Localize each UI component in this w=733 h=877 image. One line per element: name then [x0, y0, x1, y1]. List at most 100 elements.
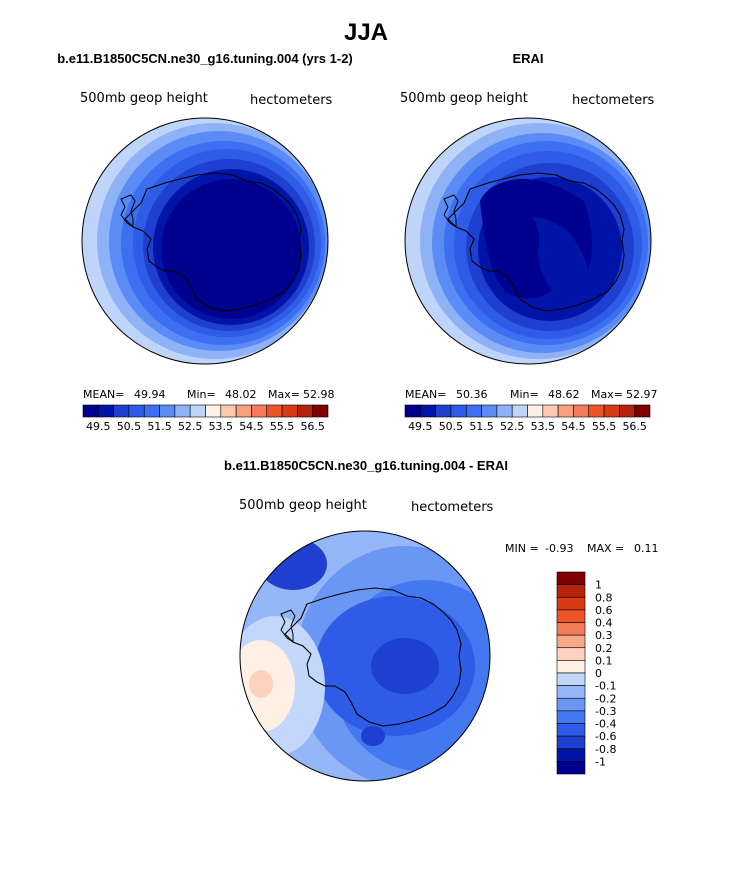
panel-erai-map: [405, 118, 651, 364]
panel-diff-colorbar-box: [556, 672, 586, 686]
panel-model-stats: MEAN= 49.94 Min= 48.02 Max= 52.98: [83, 388, 335, 401]
panel-model-colorbar-box: [251, 404, 268, 418]
panel-diff-min-label: MIN =: [505, 542, 539, 555]
panel-diff-colorbar-tick-label: 1: [595, 579, 602, 592]
panel-diff-colorbar-tick-label: 0.4: [595, 617, 613, 630]
panel-erai-colorbar-box: [588, 404, 605, 418]
panel-model-colorbar-box: [235, 404, 252, 418]
panel-diff-colorbar-box: [556, 584, 586, 598]
panel-erai-colorbar-box: [634, 404, 651, 418]
panel-diff-max-label: MAX =: [587, 542, 624, 555]
panel-model-colorbar: 49.5 50.5 51.5 52.5 53.5 54.5 55.5 56.5: [82, 404, 329, 433]
panel-erai-colorbar-tick-label: 53.5: [531, 420, 556, 433]
contour-band: [249, 670, 273, 698]
panel-model-colorbar-box: [297, 404, 313, 418]
panel-model-colorbar-tick-label: 49.5: [86, 420, 111, 433]
panel-model-colorbar-tick-label: 50.5: [117, 420, 142, 433]
panel-erai: ERAI 500mb geop height hectometers MEAN=…: [400, 51, 658, 433]
panel-model-colorbar-box: [220, 404, 237, 418]
panel-diff-colorbar-box: [556, 735, 586, 750]
panel-diff-colorbar-box: [556, 697, 586, 712]
panel-diff-colorbar-tick-label: -0.2: [595, 692, 616, 705]
panel-model-colorbar-box: [82, 404, 99, 418]
panel-erai-colorbar-tick-label: 55.5: [592, 420, 617, 433]
panel-diff-colorbar-tick-label: 0: [595, 667, 602, 680]
panel-erai-colorbar-box: [465, 404, 482, 418]
panel-model-colorbar-box: [281, 404, 298, 418]
panel-model-field-label: 500mb geop height: [80, 91, 208, 106]
panel-erai-colorbar-tick-label: 50.5: [439, 420, 464, 433]
panel-erai-colorbar-tick-label: 51.5: [469, 420, 494, 433]
panel-model-colorbar-tick-label: 56.5: [300, 420, 325, 433]
peninsula-coastline: [443, 194, 459, 228]
panel-diff-colorbar-tick-label: 0.8: [595, 591, 613, 604]
panel-model-map: [82, 118, 328, 364]
panel-erai-mean-value: 50.36: [456, 388, 488, 401]
panel-erai-colorbar-box: [481, 404, 498, 418]
panel-diff-colorbar-tick-label: -1: [595, 755, 606, 768]
panel-erai-colorbar-tick-label: 52.5: [500, 420, 525, 433]
panel-model-colorbar-box: [128, 404, 145, 418]
panel-diff-title: b.e11.B1850C5CN.ne30_g16.tuning.004 - ER…: [224, 458, 508, 473]
panel-erai-colorbar-box: [435, 404, 452, 418]
panel-erai-max-value: 52.97: [626, 388, 658, 401]
panel-erai-colorbar-tick-label: 54.5: [561, 420, 586, 433]
panel-diff-colorbar-box: [556, 596, 586, 611]
panel-diff-field-label: 500mb geop height: [239, 498, 367, 513]
panel-model-colorbar-box: [205, 404, 222, 418]
panel-erai-units: hectometers: [572, 93, 655, 108]
panel-diff-colorbar-box: [556, 571, 586, 585]
panel-model-colorbar-box: [113, 404, 130, 418]
panel-diff-colorbar-box: [556, 761, 586, 775]
panel-model-max-value: 52.98: [303, 388, 335, 401]
panel-diff-colorbar-tick-label: 0.1: [595, 654, 613, 667]
panel-diff-min-value: -0.93: [545, 542, 573, 555]
panel-erai-field-label: 500mb geop height: [400, 91, 528, 106]
panel-erai-colorbar-box: [496, 404, 513, 418]
panel-diff-colorbar-tick-label: -0.4: [595, 718, 616, 731]
panel-diff-colorbar-box: [556, 609, 586, 623]
panel-diff-stats: MIN = -0.93 MAX = 0.11: [505, 542, 659, 555]
panel-diff-colorbar-tick-label: 0.3: [595, 629, 613, 642]
panel-model-colorbar-box: [143, 404, 160, 418]
panel-erai-colorbar-box: [619, 404, 635, 418]
panel-diff-colorbar-box: [556, 723, 586, 737]
panel-model: b.e11.B1850C5CN.ne30_g16.tuning.004 (yrs…: [57, 51, 353, 433]
panel-erai-colorbar-box: [527, 404, 544, 418]
antarctica-coastline: [124, 172, 302, 312]
panel-diff-colorbar-box: [556, 660, 586, 674]
panel-diff-colorbar-tick-label: -0.3: [595, 705, 616, 718]
antarctica-coastline: [284, 587, 462, 727]
panel-diff-max-value: 0.11: [634, 542, 659, 555]
panel-diff-colorbar-tick-label: -0.6: [595, 730, 616, 743]
panel-diff-colorbar: 10.80.60.40.30.20.10-0.1-0.2-0.3-0.4-0.6…: [556, 571, 616, 775]
panel-erai-colorbar-box: [573, 404, 590, 418]
panel-model-colorbar-tick-label: 54.5: [239, 420, 264, 433]
panel-diff-map-border: [239, 530, 491, 782]
panel-model-colorbar-box: [189, 404, 206, 418]
contour-band: [361, 726, 385, 746]
contour-band: [259, 538, 327, 590]
panel-erai-colorbar: 49.5 50.5 51.5 52.5 53.5 54.5 55.5 56.5: [404, 404, 651, 433]
panel-model-min-value: 48.02: [225, 388, 257, 401]
panel-model-colorbar-box: [159, 404, 176, 418]
figure-title: JJA: [344, 19, 388, 46]
panel-erai-title: ERAI: [512, 51, 543, 66]
panel-erai-colorbar-box: [511, 404, 528, 418]
panel-model-colorbar-tick-label: 55.5: [270, 420, 295, 433]
panel-diff-colorbar-box: [556, 685, 586, 699]
panel-model-colorbar-box: [312, 404, 329, 418]
panel-erai-colorbar-tick-label: 56.5: [622, 420, 647, 433]
panel-diff-colorbar-tick-label: 0.6: [595, 604, 613, 617]
panel-diff-colorbar-tick-label: 0.2: [595, 642, 613, 655]
panel-erai-mean-label: MEAN=: [405, 388, 446, 401]
panel-model-colorbar-tick-label: 51.5: [147, 420, 172, 433]
panel-model-colorbar-tick-label: 52.5: [178, 420, 203, 433]
panel-diff-colorbar-box: [556, 647, 586, 661]
panel-erai-colorbar-box: [603, 404, 620, 418]
peninsula-coastline: [120, 194, 136, 228]
peninsula-coastline: [280, 609, 296, 643]
panel-diff-colorbar-tick-label: -0.8: [595, 743, 616, 756]
panel-erai-colorbar-tick-label: 49.5: [408, 420, 433, 433]
